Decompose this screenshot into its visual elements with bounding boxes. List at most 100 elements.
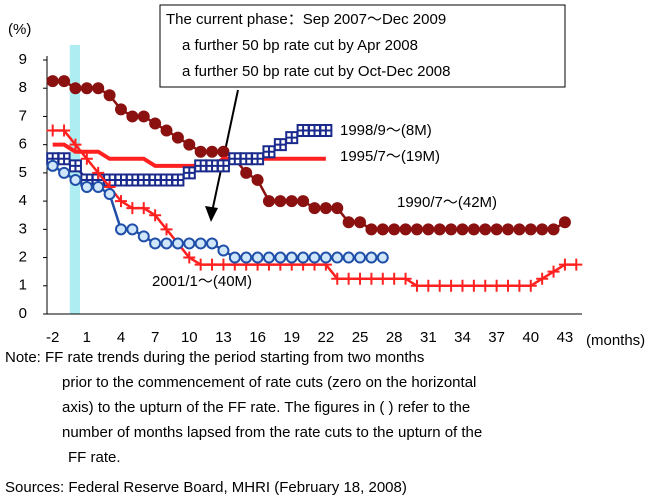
y-tick-label: 2 bbox=[19, 249, 27, 266]
point bbox=[80, 181, 93, 193]
point bbox=[319, 124, 333, 138]
point bbox=[558, 216, 571, 229]
point bbox=[296, 124, 310, 138]
point bbox=[228, 251, 241, 264]
x-tick-label: 16 bbox=[249, 329, 266, 346]
point bbox=[114, 195, 127, 208]
point bbox=[285, 195, 298, 208]
point bbox=[399, 272, 412, 285]
point bbox=[479, 279, 492, 292]
point bbox=[547, 223, 560, 236]
point bbox=[365, 223, 378, 236]
point bbox=[183, 237, 196, 250]
point bbox=[183, 251, 196, 264]
point bbox=[160, 173, 174, 187]
annotation-box bbox=[159, 4, 566, 88]
point bbox=[68, 159, 82, 173]
point bbox=[502, 223, 515, 236]
point bbox=[228, 152, 242, 166]
x-tick-label: 4 bbox=[117, 329, 125, 346]
point bbox=[365, 251, 378, 264]
x-tick-label: 10 bbox=[181, 329, 198, 346]
point bbox=[46, 124, 59, 137]
y-tick-label: 9 bbox=[19, 51, 27, 68]
annotation-line: a further 50 bp rate cut by Oct-Dec 2008 bbox=[182, 63, 450, 80]
note-line: FF rate. bbox=[68, 449, 121, 466]
x-tick-label: 31 bbox=[420, 329, 437, 346]
point bbox=[273, 138, 287, 152]
point bbox=[433, 279, 446, 292]
point bbox=[205, 159, 219, 173]
point bbox=[160, 237, 173, 250]
point bbox=[342, 216, 355, 229]
point bbox=[206, 145, 219, 158]
point bbox=[148, 173, 162, 187]
point bbox=[399, 223, 412, 236]
point bbox=[319, 202, 332, 215]
point bbox=[456, 223, 469, 236]
point bbox=[194, 145, 207, 158]
point bbox=[251, 251, 264, 264]
point bbox=[160, 223, 173, 236]
point bbox=[194, 258, 207, 271]
point bbox=[331, 202, 344, 215]
x-tick-label: 43 bbox=[557, 329, 574, 346]
point bbox=[467, 279, 480, 292]
x-tick-label: -2 bbox=[46, 329, 59, 346]
point bbox=[217, 258, 230, 271]
y-tick-label: 3 bbox=[19, 220, 27, 237]
y-tick-label: 0 bbox=[19, 305, 27, 322]
point bbox=[558, 258, 571, 271]
point bbox=[456, 279, 469, 292]
point bbox=[319, 251, 332, 264]
point bbox=[513, 223, 526, 236]
annotation-line: a further 50 bp rate cut by Apr 2008 bbox=[182, 37, 418, 54]
point bbox=[422, 223, 435, 236]
point bbox=[58, 124, 71, 137]
x-tick-label: 19 bbox=[283, 329, 300, 346]
point bbox=[69, 138, 82, 151]
series-line bbox=[52, 142, 326, 168]
point bbox=[251, 152, 265, 166]
point bbox=[354, 251, 367, 264]
point bbox=[103, 89, 116, 102]
point bbox=[445, 279, 458, 292]
point bbox=[274, 251, 287, 264]
point bbox=[388, 223, 401, 236]
point bbox=[126, 223, 139, 236]
point bbox=[376, 272, 389, 285]
point bbox=[433, 223, 446, 236]
point bbox=[183, 138, 196, 151]
point bbox=[354, 216, 367, 229]
point bbox=[331, 251, 344, 264]
point bbox=[46, 75, 59, 88]
series-markers bbox=[46, 159, 389, 264]
point bbox=[524, 223, 537, 236]
y-tick-label: 7 bbox=[19, 107, 27, 124]
x-tick-label: 40 bbox=[522, 329, 539, 346]
point bbox=[149, 209, 162, 222]
point bbox=[137, 173, 151, 187]
point bbox=[125, 173, 139, 187]
note-line: axis) to the upturn of the FF rate. The … bbox=[62, 399, 470, 416]
point bbox=[149, 117, 162, 130]
note-line: Note: FF rate trends during the period s… bbox=[5, 349, 424, 366]
point bbox=[262, 251, 275, 264]
x-axis-label: (months) bbox=[586, 332, 645, 349]
point bbox=[92, 166, 105, 179]
point bbox=[547, 265, 560, 278]
point bbox=[285, 131, 299, 145]
point bbox=[308, 251, 321, 264]
point bbox=[490, 279, 503, 292]
note-line: prior to the commencement of rate cuts (… bbox=[62, 374, 476, 391]
series-markers bbox=[46, 124, 333, 187]
point bbox=[308, 124, 321, 138]
point bbox=[194, 237, 207, 250]
x-tick-label: 22 bbox=[318, 329, 335, 346]
point bbox=[376, 251, 389, 264]
point bbox=[171, 173, 185, 187]
point bbox=[103, 188, 116, 201]
point bbox=[274, 195, 287, 208]
point bbox=[80, 152, 93, 165]
point bbox=[297, 251, 310, 264]
